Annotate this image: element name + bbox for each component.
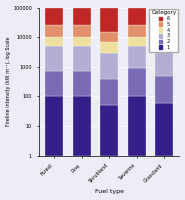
Bar bbox=[45, 25, 63, 37]
X-axis label: Fuel type: Fuel type bbox=[95, 189, 124, 194]
Bar bbox=[45, 71, 63, 96]
Bar bbox=[100, 32, 118, 42]
Bar bbox=[73, 96, 91, 156]
Bar bbox=[128, 46, 146, 68]
Bar bbox=[155, 32, 173, 37]
Bar bbox=[155, 76, 173, 103]
Bar bbox=[155, 37, 173, 49]
Bar bbox=[73, 8, 91, 25]
Bar bbox=[100, 105, 118, 156]
Bar bbox=[128, 8, 146, 25]
Bar bbox=[45, 8, 63, 25]
Bar bbox=[45, 46, 63, 71]
Y-axis label: Fireline intensity (kW m⁻¹), log Scale: Fireline intensity (kW m⁻¹), log Scale bbox=[6, 37, 11, 126]
Bar bbox=[100, 8, 118, 32]
Bar bbox=[73, 46, 91, 71]
Bar bbox=[45, 96, 63, 156]
Bar bbox=[73, 71, 91, 96]
Bar bbox=[128, 96, 146, 156]
Bar bbox=[128, 37, 146, 46]
Bar bbox=[155, 25, 173, 32]
Bar bbox=[128, 25, 146, 37]
Legend: 6, 5, 4, 3, 2, 1: 6, 5, 4, 3, 2, 1 bbox=[149, 9, 179, 52]
Bar bbox=[45, 37, 63, 46]
Bar bbox=[100, 79, 118, 105]
Bar bbox=[155, 49, 173, 76]
Bar bbox=[100, 42, 118, 53]
Bar bbox=[155, 103, 173, 156]
Bar bbox=[100, 53, 118, 79]
Bar bbox=[73, 25, 91, 37]
Bar bbox=[73, 37, 91, 46]
Bar bbox=[128, 68, 146, 96]
